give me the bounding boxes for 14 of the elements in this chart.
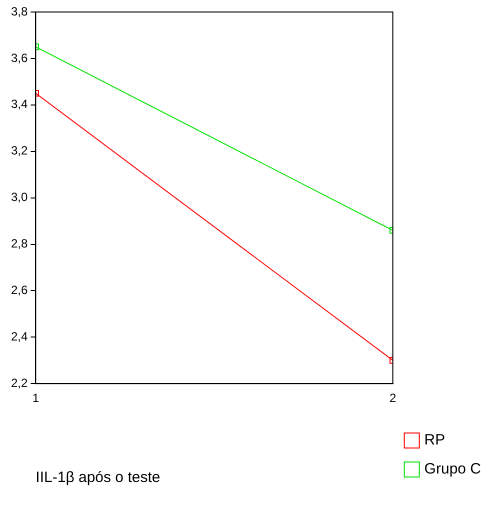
y-tick-label: 3,0 — [10, 190, 28, 204]
y-tick-label: 2,6 — [10, 283, 28, 298]
y-tick-label: 3,4 — [10, 97, 28, 112]
y-tick-label: 3,2 — [10, 144, 28, 158]
x-tick-label: 1 — [32, 391, 40, 406]
x-axis-title: IIL-1β após o teste — [36, 469, 160, 486]
y-tick-label: 2,8 — [10, 236, 28, 251]
y-tick-label: 2,4 — [10, 329, 28, 344]
legend-label: Grupo C — [424, 460, 482, 478]
y-tick-label: 3,6 — [10, 50, 28, 65]
legend-label: RP — [424, 432, 446, 449]
x-tick-label: 2 — [389, 391, 396, 406]
y-tick-label: 3,8 — [10, 4, 28, 18]
y-tick-label: 2,2 — [10, 376, 28, 390]
